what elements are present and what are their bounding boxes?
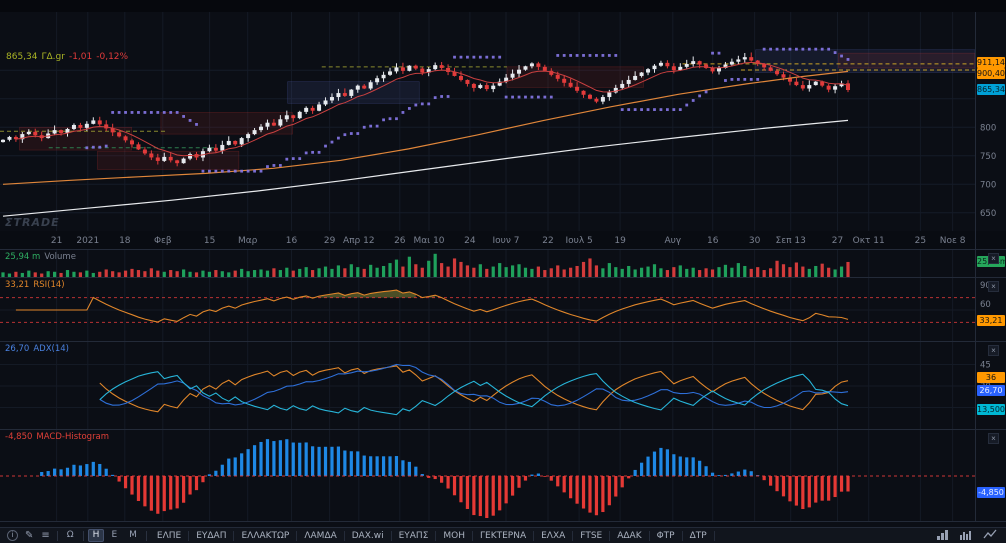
panel-separators bbox=[0, 12, 1006, 522]
svg-text:15: 15 bbox=[980, 404, 991, 414]
time-axis: 21 2021 18 Φεβ 15 Μαρ 16 29 Απρ 12 26 Μαι 10 24 Ιουν… bbox=[51, 236, 966, 246]
svg-text:Ιουν 7: Ιουν 7 bbox=[493, 236, 520, 246]
histogram-icon[interactable] bbox=[959, 529, 973, 543]
draw-tools-icon[interactable]: ≡ bbox=[41, 530, 50, 541]
svg-text:16: 16 bbox=[707, 236, 719, 246]
svg-text:25: 25 bbox=[915, 236, 926, 246]
trend-dots bbox=[85, 47, 850, 173]
ticker-tab[interactable]: ΦΤΡ bbox=[649, 530, 683, 541]
svg-text:16: 16 bbox=[286, 236, 298, 246]
ticker-tab[interactable]: ΕΥΔΑΠ bbox=[189, 530, 235, 541]
ticker-tab[interactable]: ΕΥΑΠΣ bbox=[391, 530, 437, 541]
ticker-tab[interactable]: FTSE bbox=[573, 530, 611, 541]
candles-layer bbox=[1, 52, 850, 167]
svg-text:650: 650 bbox=[980, 209, 996, 219]
svg-text:Σεπ 13: Σεπ 13 bbox=[776, 236, 806, 246]
svg-text:700: 700 bbox=[980, 180, 996, 190]
ticker-tab[interactable]: ΔΤΡ bbox=[682, 530, 715, 541]
pencil-icon[interactable]: ✎ bbox=[25, 530, 34, 541]
ticker-tabs: ΕΛΠΕ ΕΥΔΑΠ ΕΛΛΑΚΤΩΡ ΛΑΜΔΑ DAX.wi ΕΥΑΠΣ ΜΟΗ ΓΕΚΤ… bbox=[149, 530, 715, 541]
vertical-grid bbox=[56, 12, 954, 521]
rsi-panel bbox=[0, 289, 975, 323]
ticker-tab[interactable]: ΕΛΧΑ bbox=[534, 530, 574, 541]
svg-text:Οκτ 11: Οκτ 11 bbox=[853, 236, 885, 246]
moving-averages bbox=[2, 61, 849, 217]
timeframe-button-Η[interactable]: Η bbox=[87, 529, 105, 542]
adx-close-button[interactable]: × bbox=[988, 345, 999, 356]
adx-panel bbox=[99, 363, 849, 416]
svg-text:27: 27 bbox=[832, 236, 843, 246]
svg-text:21: 21 bbox=[51, 236, 62, 246]
svg-text:90: 90 bbox=[980, 281, 991, 291]
omega-button[interactable]: Ω bbox=[62, 529, 79, 542]
svg-text:Αυγ: Αυγ bbox=[664, 236, 681, 246]
toolbar-separator bbox=[56, 530, 58, 541]
svg-text:800: 800 bbox=[980, 123, 996, 133]
svg-text:30: 30 bbox=[980, 382, 991, 392]
svg-text:2021: 2021 bbox=[76, 236, 99, 246]
ticker-tab[interactable]: DAX.wi bbox=[344, 530, 392, 541]
svg-text:30: 30 bbox=[749, 236, 761, 246]
svg-text:19: 19 bbox=[614, 236, 626, 246]
svg-text:22: 22 bbox=[542, 236, 553, 246]
ticker-tab[interactable]: ΓΕΚΤΕΡΝΑ bbox=[473, 530, 535, 541]
ticker-tab[interactable]: ΕΛΠΕ bbox=[149, 530, 190, 541]
toolbar-separator bbox=[82, 530, 84, 541]
ticker-tab[interactable]: ΑΔΑΚ bbox=[610, 530, 650, 541]
svg-text:Φεβ: Φεβ bbox=[154, 236, 172, 246]
volume-panel bbox=[1, 253, 850, 277]
svg-text:24: 24 bbox=[464, 236, 476, 246]
toolbar-separator bbox=[145, 530, 147, 541]
rsi-close-button[interactable]: × bbox=[988, 281, 999, 292]
volume-close-button[interactable]: × bbox=[988, 253, 999, 264]
timeframe-button-Ε[interactable]: Ε bbox=[106, 529, 122, 542]
svg-text:60: 60 bbox=[980, 300, 991, 310]
svg-text:Απρ 12: Απρ 12 bbox=[343, 236, 375, 246]
macd-panel bbox=[0, 439, 975, 518]
svg-text:18: 18 bbox=[119, 236, 131, 246]
ticker-tab[interactable]: ΜΟΗ bbox=[436, 530, 474, 541]
svg-text:Ιουλ 5: Ιουλ 5 bbox=[565, 236, 592, 246]
svg-text:26: 26 bbox=[394, 236, 406, 246]
svg-text:30: 30 bbox=[980, 318, 991, 328]
svg-text:15: 15 bbox=[204, 236, 215, 246]
ticker-tab[interactable]: ΛΑΜΔΑ bbox=[297, 530, 345, 541]
timeframe-button-Μ[interactable]: Μ bbox=[124, 529, 142, 542]
info-icon[interactable]: i bbox=[7, 530, 18, 541]
svg-text:750: 750 bbox=[980, 152, 996, 162]
svg-text:Μαρ: Μαρ bbox=[238, 236, 258, 246]
ticker-tab[interactable]: ΕΛΛΑΚΤΩΡ bbox=[234, 530, 298, 541]
svg-text:29: 29 bbox=[324, 236, 336, 246]
svg-text:45: 45 bbox=[980, 361, 991, 371]
horizontal-grid bbox=[0, 69, 975, 408]
macd-close-button[interactable]: × bbox=[988, 433, 999, 444]
chart-canvas[interactable]: 21 2021 18 Φεβ 15 Μαρ 16 29 Απρ 12 26 Μαι 10 24 Ιουν… bbox=[0, 0, 1006, 527]
bar-chart-icon[interactable] bbox=[936, 529, 949, 543]
line-chart-icon[interactable] bbox=[983, 529, 997, 543]
svg-text:Μαι 10: Μαι 10 bbox=[413, 236, 444, 246]
svg-text:Νοε 8: Νοε 8 bbox=[940, 236, 966, 246]
